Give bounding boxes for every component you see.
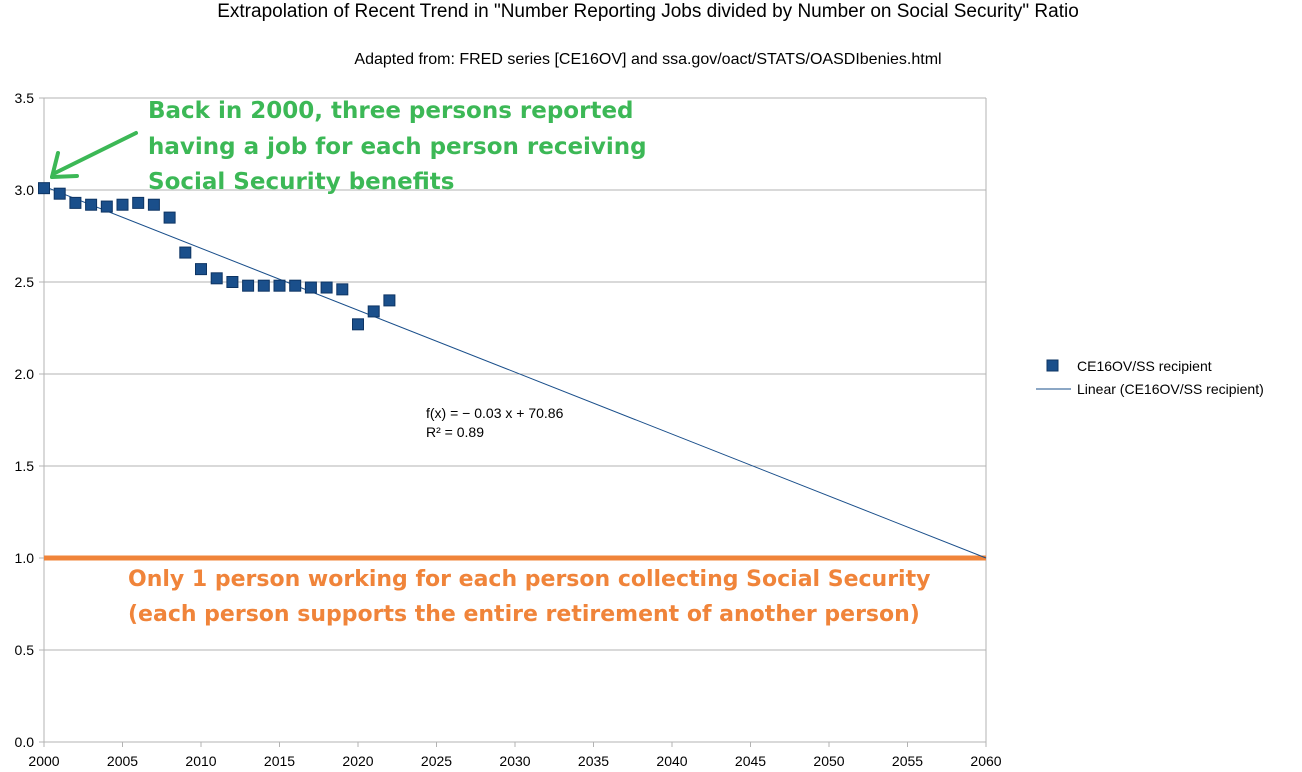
data-point <box>367 305 380 318</box>
x-tick-label: 2015 <box>264 753 295 769</box>
annotation-arrow-icon <box>50 131 138 179</box>
data-point <box>210 272 223 285</box>
x-tick-label: 2000 <box>28 753 59 769</box>
y-tick-label: 2.5 <box>15 274 35 290</box>
data-point <box>226 276 239 288</box>
legend-label-trendline: Linear (CE16OV/SS recipient) <box>1077 381 1264 397</box>
x-tick-label: 2060 <box>970 753 1001 769</box>
data-point <box>242 279 255 292</box>
x-tick-label: 2020 <box>342 753 373 769</box>
trendline-r-squared: R² = 0.89 <box>426 424 484 440</box>
annotation-green: Back in 2000, three persons reported hav… <box>148 98 647 195</box>
data-point <box>100 200 113 213</box>
legend-item-trendline: Linear (CE16OV/SS recipient) <box>1036 381 1264 397</box>
y-tick-label: 3.0 <box>15 182 35 198</box>
x-tick-label: 2030 <box>499 753 530 769</box>
data-point <box>383 294 396 307</box>
x-tick-label: 2050 <box>813 753 844 769</box>
data-point <box>352 318 364 331</box>
y-tick-label: 3.5 <box>15 90 35 106</box>
annotation-green-line-2: having a job for each person receiving <box>148 134 647 160</box>
x-tick-label: 2010 <box>185 753 216 769</box>
data-points <box>38 182 396 331</box>
data-point <box>336 283 349 296</box>
data-point <box>132 196 145 209</box>
axes <box>39 97 987 747</box>
data-point <box>289 279 302 292</box>
data-point <box>195 263 207 276</box>
data-point <box>179 246 192 259</box>
data-point <box>273 279 286 292</box>
x-axis-tick-labels: 2000 2005 2010 2015 2020 2025 2030 2035 2040 2045… <box>28 753 1001 769</box>
legend-label-points: CE16OV/SS recipient <box>1077 358 1212 374</box>
chart-title: Extrapolation of Recent Trend in "Number… <box>217 1 1079 22</box>
y-axis-tick-labels: 0.0 0.5 1.0 1.5 2.0 2.5 3.0 3.5 <box>15 90 35 750</box>
annotation-orange-line-1: Only 1 person working for each person co… <box>128 567 930 592</box>
y-tick-label: 0.0 <box>15 734 35 750</box>
y-tick-label: 1.0 <box>15 550 35 566</box>
y-tick-label: 0.5 <box>15 642 35 658</box>
x-tick-label: 2040 <box>656 753 687 769</box>
annotation-orange: Only 1 person working for each person co… <box>128 567 930 627</box>
x-tick-label: 2005 <box>107 753 138 769</box>
legend-square-marker-icon <box>1046 359 1059 372</box>
chart-subtitle: Adapted from: FRED series [CE16OV] and s… <box>354 51 941 68</box>
data-point <box>69 196 82 209</box>
x-tick-label: 2025 <box>421 753 452 769</box>
data-point <box>147 198 160 211</box>
data-point <box>85 198 98 211</box>
trendline-layer <box>43 185 987 559</box>
annotation-green-line-1: Back in 2000, three persons reported <box>148 98 634 124</box>
data-point <box>53 187 66 200</box>
data-point <box>320 281 333 294</box>
trendline-equation: f(x) = − 0.03 x + 70.86 <box>426 405 564 421</box>
data-point <box>163 211 176 224</box>
x-tick-label: 2035 <box>578 753 609 769</box>
trendline <box>43 185 987 559</box>
annotation-green-line-3: Social Security benefits <box>148 169 454 195</box>
y-tick-label: 2.0 <box>15 366 35 382</box>
legend: CE16OV/SS recipient Linear (CE16OV/SS re… <box>1036 358 1264 397</box>
x-tick-label: 2045 <box>735 753 766 769</box>
x-tick-label: 2055 <box>892 753 923 769</box>
data-point <box>116 198 129 211</box>
y-tick-label: 1.5 <box>15 458 35 474</box>
legend-item-points: CE16OV/SS recipient <box>1046 358 1212 374</box>
data-point <box>38 182 50 195</box>
annotation-orange-line-2: (each person supports the entire retirem… <box>128 602 920 627</box>
data-point <box>257 279 270 292</box>
data-point <box>304 281 317 294</box>
